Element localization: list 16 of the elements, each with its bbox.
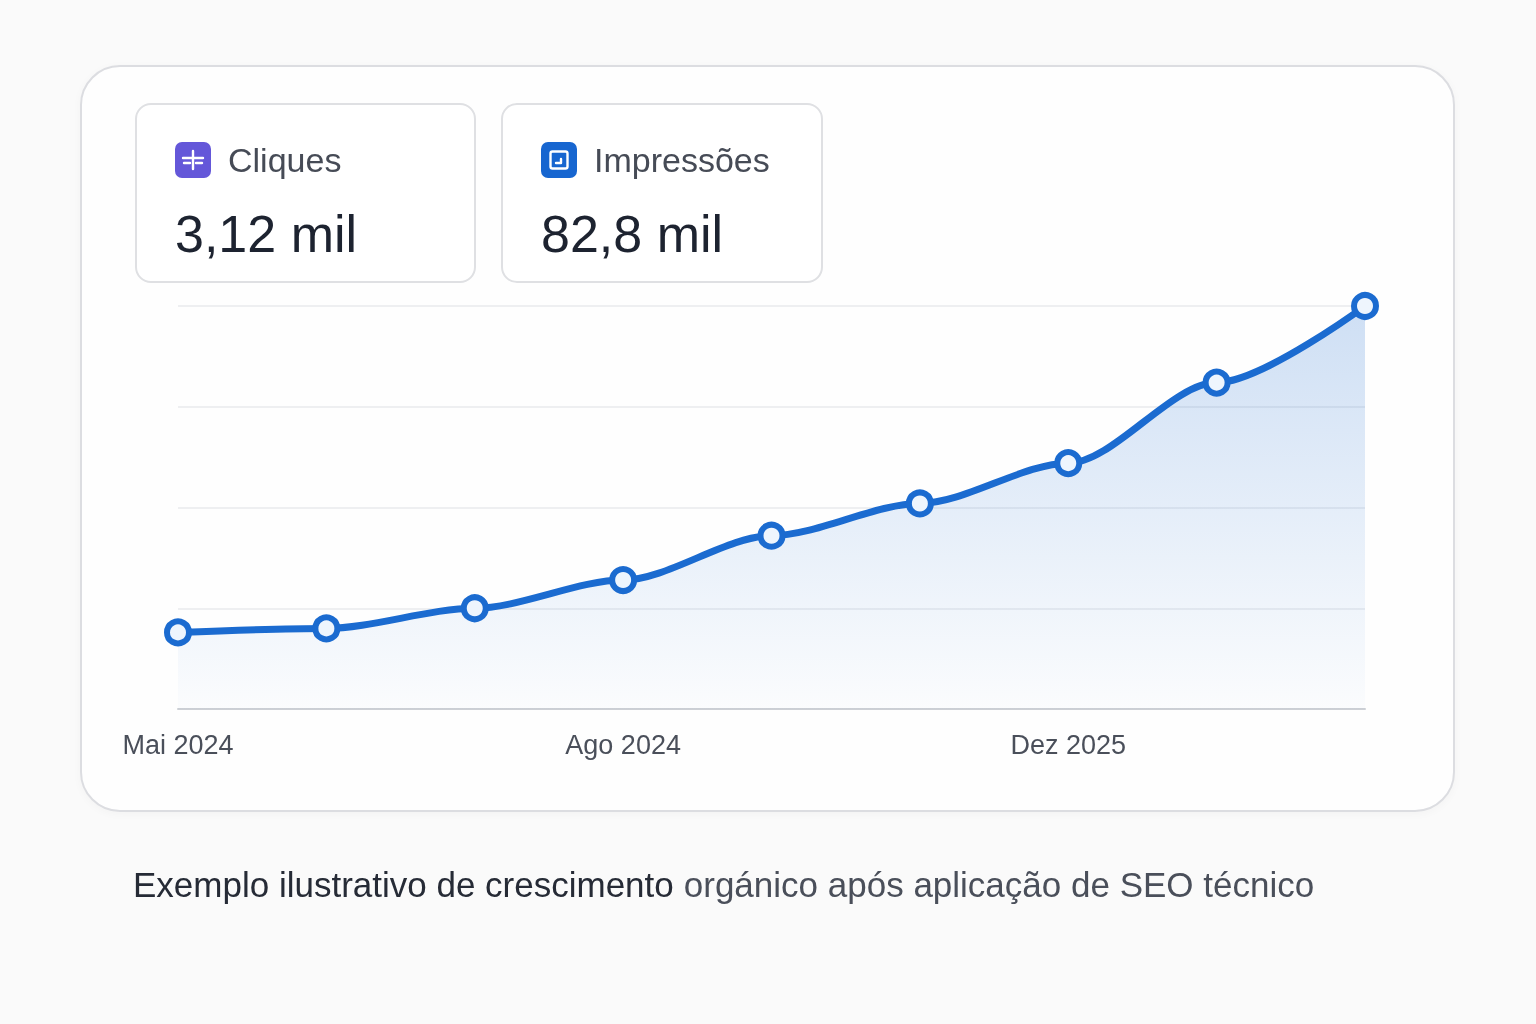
- point: [1054, 449, 1083, 478]
- point: [757, 521, 786, 550]
- text: orgánico após aplicação de SEO técnico: [683, 864, 1315, 906]
- x-tick-label: Dez 2025: [1010, 729, 1127, 760]
- x-tick-label: Ago 2024: [565, 729, 681, 760]
- point: [164, 618, 192, 647]
- point: [609, 566, 638, 595]
- metric-card: Impressões 82,8 mil: [501, 103, 823, 283]
- point: [1351, 292, 1379, 320]
- text: Exemplo ilustrativo de crescimento: [133, 864, 674, 906]
- point: [460, 594, 489, 623]
- point: [905, 489, 934, 518]
- point: [1202, 368, 1231, 397]
- x-tick-label: Mai 2024: [122, 729, 234, 760]
- point: [312, 614, 341, 643]
- metric-card: Cliques 3,12 mil: [135, 103, 476, 283]
